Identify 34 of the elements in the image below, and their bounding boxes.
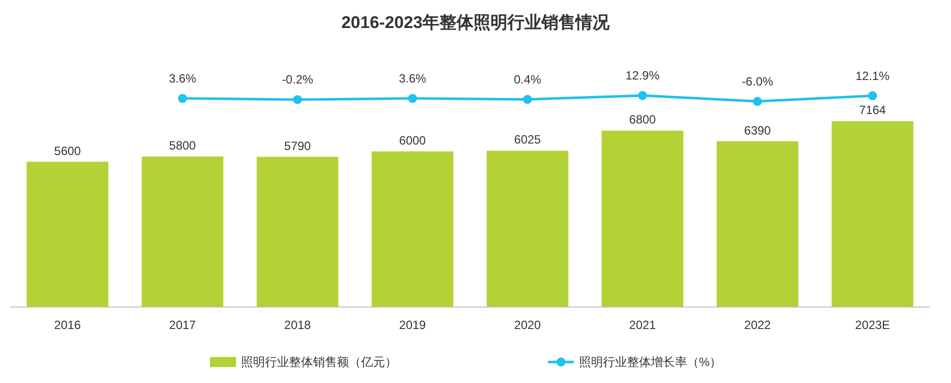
data-label: 12.1% bbox=[855, 68, 890, 83]
bar bbox=[602, 130, 684, 307]
x-tick-label: 2022 bbox=[744, 318, 772, 332]
data-label: 3.6% bbox=[398, 71, 426, 86]
x-tick-label: 2017 bbox=[169, 318, 196, 332]
legend-label: 照明行业整体销售额（亿元） bbox=[241, 355, 397, 369]
bar bbox=[486, 150, 568, 307]
data-label: 6390 bbox=[744, 123, 772, 138]
x-tick-label: 2023E bbox=[855, 318, 890, 332]
data-label: 6025 bbox=[514, 132, 542, 147]
data-label: 0.4% bbox=[514, 72, 542, 86]
data-label: 7164 bbox=[859, 103, 886, 118]
chart-title: 2016-2023年整体照明行业销售情况 bbox=[341, 13, 611, 32]
bar bbox=[716, 141, 798, 307]
data-label: 3.6% bbox=[168, 71, 196, 86]
x-tick-label: 2016 bbox=[54, 318, 82, 332]
data-label: 6800 bbox=[629, 112, 656, 127]
bar bbox=[832, 121, 914, 307]
data-label: 6000 bbox=[399, 133, 426, 148]
data-label: 5800 bbox=[169, 138, 196, 153]
data-label: -0.2% bbox=[282, 72, 314, 87]
bar bbox=[26, 162, 108, 307]
data-label: 5600 bbox=[54, 144, 82, 158]
x-tick-label: 2019 bbox=[399, 318, 426, 332]
data-label: 5790 bbox=[284, 138, 312, 153]
bar bbox=[256, 156, 338, 307]
bar bbox=[142, 156, 224, 307]
data-label: -6.0% bbox=[742, 74, 774, 88]
legend-label: 照明行业整体增长率（%） bbox=[579, 355, 722, 369]
x-tick-label: 2018 bbox=[284, 318, 312, 332]
x-tick-label: 2020 bbox=[514, 318, 542, 332]
x-tick-label: 2021 bbox=[629, 318, 656, 332]
bar bbox=[372, 151, 454, 307]
data-label: 12.9% bbox=[625, 68, 660, 83]
